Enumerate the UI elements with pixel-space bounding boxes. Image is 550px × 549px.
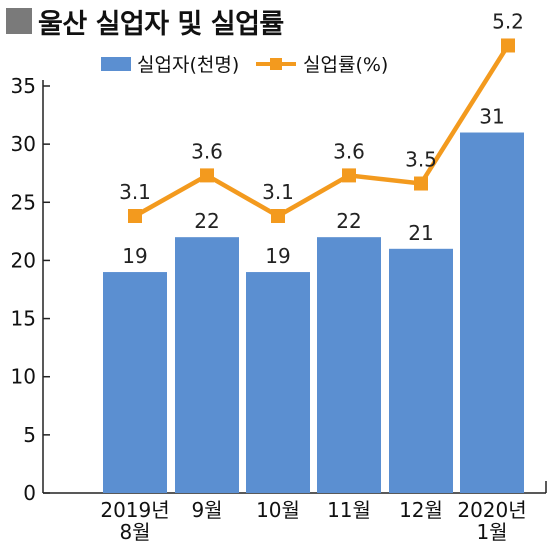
rate-line <box>128 38 515 223</box>
legend-bar-label: 실업자(천명) <box>137 54 239 76</box>
rate-marker <box>414 176 428 191</box>
bar <box>103 272 167 493</box>
y-tick-label: 20 <box>11 248 36 272</box>
legend: 실업자(천명) 실업률(%) <box>101 54 388 76</box>
rate-value-label: 5.2 <box>492 9 524 33</box>
category-label: 10월 <box>256 498 300 522</box>
bar <box>389 248 453 493</box>
bar-value-label: 19 <box>265 244 290 268</box>
y-tick-label: 25 <box>11 190 36 214</box>
bar <box>246 272 310 493</box>
chart-title-text: 울산 실업자 및 실업률 <box>38 8 284 40</box>
rate-value-label: 3.1 <box>119 180 151 204</box>
rate-marker <box>128 209 142 223</box>
bar <box>460 132 524 493</box>
rate-marker <box>342 168 356 183</box>
bar <box>317 237 381 493</box>
rate-value-label: 3.1 <box>262 180 294 204</box>
title-square-icon <box>6 8 32 34</box>
y-tick-label: 15 <box>11 307 36 331</box>
rate-marker <box>501 38 515 53</box>
category-label: 2020년 <box>457 498 526 522</box>
y-tick-label: 10 <box>11 365 36 389</box>
data-labels: 19 22 19 22 21 31 3.1 3.6 3.1 3.6 3.5 5.2 <box>119 9 524 268</box>
bar-value-label: 21 <box>408 221 433 245</box>
rate-marker <box>271 209 285 223</box>
bar-value-label: 31 <box>479 105 504 129</box>
category-label: 8월 <box>119 520 150 544</box>
bars <box>103 132 524 493</box>
category-label: 9월 <box>191 498 222 522</box>
category-label: 1월 <box>476 520 507 544</box>
rate-value-label: 3.6 <box>191 139 223 163</box>
bar-value-label: 22 <box>194 209 219 233</box>
chart-title: 울산 실업자 및 실업률 <box>6 3 284 40</box>
axes: 0 5 10 15 20 25 30 35 <box>11 74 547 505</box>
rate-line-path <box>133 44 510 219</box>
rate-marker <box>200 168 214 183</box>
legend-bar-swatch <box>101 57 131 71</box>
y-tick-label: 35 <box>11 74 36 98</box>
rate-value-label: 3.5 <box>405 148 437 172</box>
y-tick-label: 30 <box>11 132 36 156</box>
bar-value-label: 22 <box>336 209 361 233</box>
legend-line-label: 실업률(%) <box>303 54 388 76</box>
y-tick-label: 0 <box>23 481 36 505</box>
bar-value-label: 19 <box>122 244 147 268</box>
legend-line-marker <box>270 58 282 70</box>
rate-value-label: 3.6 <box>333 139 365 163</box>
category-label: 12월 <box>399 498 443 522</box>
category-label: 11월 <box>327 498 371 522</box>
y-tick-label: 5 <box>23 423 36 447</box>
bar <box>175 237 239 493</box>
category-label: 2019년 <box>100 498 169 522</box>
